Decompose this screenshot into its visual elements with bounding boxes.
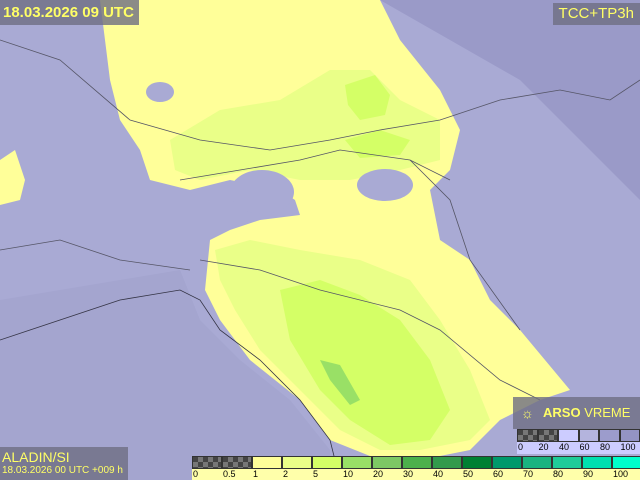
cloud-cover-dense	[380, 0, 640, 200]
coastline	[0, 289, 341, 480]
cloud-gap	[230, 170, 294, 214]
legend-label: 60	[579, 442, 590, 452]
legend-swatch	[342, 456, 372, 469]
legend-swatch	[492, 456, 522, 469]
brand-bold: ARSO	[543, 405, 581, 420]
legend-label: 0	[193, 469, 199, 479]
legend-swatch	[578, 429, 599, 442]
brand-rest: VREME	[584, 405, 631, 420]
cloud-cover-legend	[517, 429, 640, 442]
legend-label: 60	[493, 469, 504, 479]
legend-swatch	[599, 429, 620, 442]
precip-area-10mm	[320, 360, 360, 405]
legend-swatch	[282, 456, 312, 469]
precip-area-5mm-north	[345, 75, 390, 120]
legend-swatch	[522, 456, 552, 469]
precipitation-legend	[192, 456, 640, 469]
cloud-gap	[146, 82, 174, 102]
legend-swatch	[612, 456, 640, 469]
legend-swatch	[582, 456, 612, 469]
model-name: ALADIN/SI	[2, 449, 70, 465]
valid-time-label: 18.03.2026 09 UTC	[0, 0, 139, 25]
model-info: ALADIN/SI 18.03.2026 00 UTC +009 h	[0, 447, 128, 480]
cloud-gap	[357, 169, 413, 201]
legend-label: 20	[373, 469, 384, 479]
legend-label: 40	[433, 469, 444, 479]
legend-label: 2	[283, 469, 289, 479]
legend-label: 40	[559, 442, 570, 452]
legend-swatch	[537, 429, 558, 442]
legend-label: 1	[253, 469, 259, 479]
cloud-cover-legend-labels: 0 20 40 60 80 100	[517, 442, 640, 454]
legend-label: 10	[343, 469, 354, 479]
legend-swatch	[372, 456, 402, 469]
legend-label: 0.5	[223, 469, 236, 479]
model-run: 18.03.2026 00 UTC +009 h	[2, 465, 123, 476]
legend-swatch	[432, 456, 462, 469]
legend-label: 90	[583, 469, 594, 479]
legend-swatch	[402, 456, 432, 469]
precipitation-legend-labels: 0 0.5 1 2 5 10 20 30 40 50 60 70 80 90 100	[192, 469, 640, 480]
legend-swatch	[552, 456, 582, 469]
precip-area-5mm-mid	[345, 130, 410, 158]
legend-label: 50	[463, 469, 474, 479]
legend-swatch	[517, 429, 538, 442]
legend-swatch	[312, 456, 342, 469]
land-region	[0, 270, 330, 480]
country-borders	[0, 39, 640, 401]
legend-swatch	[192, 456, 222, 469]
arso-brand[interactable]: ☼ ARSO VREME	[513, 397, 640, 429]
legend-swatch	[462, 456, 492, 469]
legend-label: 80	[553, 469, 564, 479]
precip-area-1mm-left	[0, 150, 25, 205]
legend-swatch	[252, 456, 282, 469]
precip-area-5mm	[280, 280, 450, 445]
legend-label: 70	[523, 469, 534, 479]
legend-label: 5	[313, 469, 319, 479]
legend-label: 30	[403, 469, 414, 479]
legend-swatch	[619, 429, 640, 442]
legend-label: 20	[538, 442, 549, 452]
legend-label: 80	[600, 442, 611, 452]
legend-label: 100	[613, 469, 629, 479]
arso-logo-icon: ☼	[521, 405, 534, 421]
legend-label: 0	[518, 442, 524, 452]
legend-swatch	[222, 456, 252, 469]
legend-swatch	[558, 429, 579, 442]
product-label: TCC+TP3h	[552, 3, 640, 25]
legend-label: 100	[620, 442, 636, 452]
